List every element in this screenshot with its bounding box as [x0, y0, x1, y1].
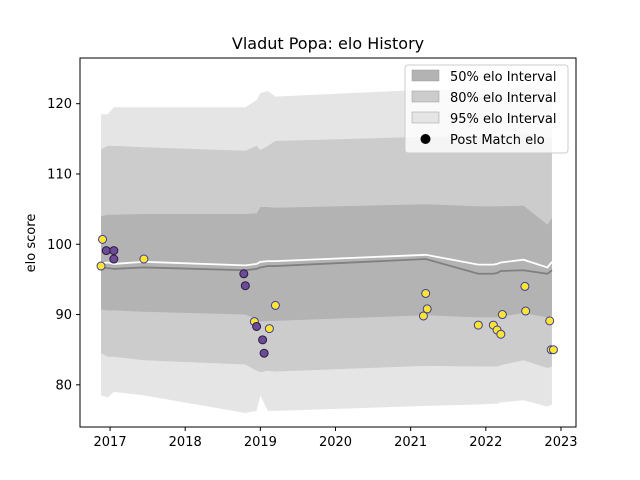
- y-axis-label: elo score: [24, 214, 39, 273]
- x-axis-ticks: 2017 2018 2019 2020 2021 2022 2023: [94, 427, 578, 450]
- post-match-point: [259, 348, 269, 358]
- legend-box: [404, 64, 569, 154]
- legend-marker: [420, 134, 431, 144]
- post-match-point: [270, 300, 280, 310]
- plot-area: [96, 86, 558, 413]
- mean-line: [100, 253, 553, 269]
- post-match-point: [101, 246, 111, 256]
- x-tick-label: 2018: [169, 435, 202, 450]
- y-tick-label: 100: [47, 238, 72, 253]
- legend-label: 95% elo Interval: [450, 112, 557, 127]
- median-line: [100, 258, 553, 275]
- post-match-point: [240, 281, 250, 291]
- post-match-point: [520, 281, 530, 291]
- interval-bands: [101, 86, 552, 413]
- x-tick-label: 2019: [244, 435, 277, 450]
- chart-title: Vladut Popa: elo History: [232, 34, 424, 53]
- legend-swatch: [411, 111, 440, 124]
- post-match-point: [109, 246, 119, 256]
- post-match-point: [421, 288, 431, 298]
- estimate-lines: [100, 253, 553, 275]
- post-match-point: [422, 304, 432, 314]
- post-match-point: [548, 345, 558, 355]
- y-tick-label: 80: [55, 378, 72, 393]
- y-tick-label: 90: [55, 308, 72, 323]
- post-match-point: [545, 316, 555, 326]
- legend-swatch: [411, 90, 440, 103]
- post-match-point: [521, 306, 531, 316]
- y-axis-ticks: 80 90 100 110 120: [47, 97, 80, 393]
- post-match-points: [96, 234, 558, 358]
- post-match-point: [496, 329, 506, 339]
- post-match-point: [239, 269, 249, 279]
- x-tick-label: 2020: [319, 435, 352, 450]
- y-tick-label: 120: [47, 97, 72, 112]
- post-match-point: [252, 321, 262, 331]
- post-match-point: [258, 335, 268, 345]
- legend-label: 80% elo Interval: [450, 91, 557, 106]
- post-match-point: [96, 261, 106, 271]
- post-match-point: [264, 324, 274, 334]
- x-tick-label: 2023: [544, 435, 577, 450]
- plot-frame: [79, 57, 577, 428]
- x-tick-label: 2022: [469, 435, 502, 450]
- legend-swatch: [411, 69, 440, 82]
- x-tick-label: 2017: [94, 435, 127, 450]
- post-match-point: [418, 311, 428, 321]
- legend: 50% elo Interval 80% elo Interval 95% elo …: [404, 64, 569, 154]
- post-match-point: [139, 254, 149, 264]
- post-match-point: [497, 310, 507, 320]
- x-tick-label: 2021: [394, 435, 427, 450]
- legend-label: Post Match elo: [450, 133, 545, 148]
- post-match-point: [473, 320, 483, 330]
- legend-label: 50% elo Interval: [450, 70, 557, 85]
- post-match-point: [109, 254, 119, 264]
- post-match-point: [98, 234, 108, 244]
- y-tick-label: 110: [47, 167, 72, 182]
